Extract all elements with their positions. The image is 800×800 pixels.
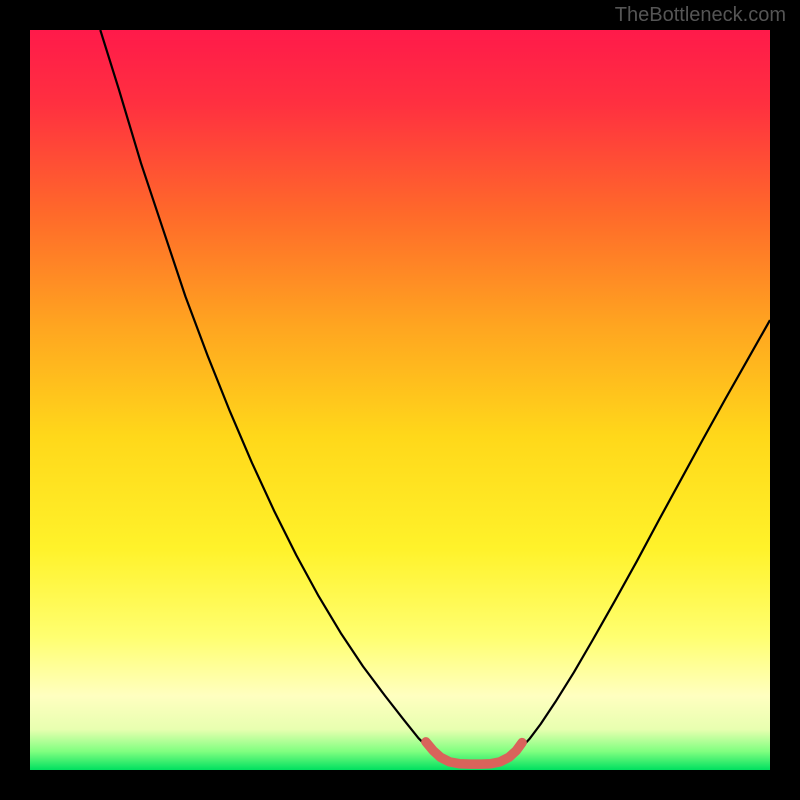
watermark-text: TheBottleneck.com [615,4,786,27]
gradient-background [30,30,770,770]
plot-area [30,30,770,770]
chart-container: TheBottleneck.com [0,0,800,800]
chart-svg [30,30,770,770]
